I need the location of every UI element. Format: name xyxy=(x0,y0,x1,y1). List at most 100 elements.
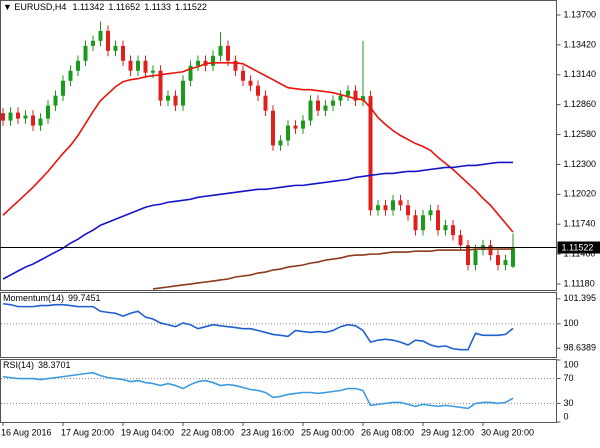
candle-body xyxy=(324,106,328,111)
candle-body xyxy=(99,31,103,41)
candle-body xyxy=(294,126,298,129)
candle-body xyxy=(39,119,43,126)
candle-body xyxy=(31,116,35,126)
indicator-title: RSI(14) xyxy=(3,360,34,370)
x-tick-label: 16 Aug 2016 xyxy=(1,427,52,437)
candle-body xyxy=(421,215,425,230)
y-tick-label: 1.12860 xyxy=(564,99,597,109)
candle-body xyxy=(226,46,230,61)
y-tick-label: 1.12580 xyxy=(564,129,597,139)
candle-body xyxy=(174,96,178,106)
y-tick-label: 1.13700 xyxy=(564,9,597,19)
candle-body xyxy=(46,106,50,119)
candle-body xyxy=(196,61,200,66)
candle-body xyxy=(474,250,478,265)
candle-body xyxy=(144,61,148,73)
last-open: 1.11342 xyxy=(72,2,104,12)
candle-body xyxy=(279,141,283,146)
last-low: 1.1133 xyxy=(144,2,171,12)
candle-body xyxy=(151,71,155,73)
candle-body xyxy=(1,113,5,120)
y-tick-label: 101.395 xyxy=(564,293,597,303)
candle-body xyxy=(316,101,320,111)
current-price-label: 1.11522 xyxy=(562,242,594,252)
y-tick-label: 30 xyxy=(564,398,574,408)
candle-body xyxy=(399,200,403,205)
candle-body xyxy=(129,61,133,71)
candle-body xyxy=(496,255,500,265)
candle-body xyxy=(181,81,185,106)
candle-body xyxy=(91,41,95,46)
candle-body xyxy=(331,101,335,106)
candle-body xyxy=(286,126,290,141)
candle-body xyxy=(211,56,215,66)
indicator-title: Momentum(14) xyxy=(3,293,64,303)
candle-body xyxy=(166,96,170,101)
x-tick-label: 19 Aug 04:00 xyxy=(121,427,174,437)
candle-body xyxy=(256,86,260,96)
x-tick-label: 26 Aug 08:00 xyxy=(361,427,414,437)
candle-body xyxy=(271,111,275,146)
y-tick-label: 98.6389 xyxy=(564,343,597,353)
candle-body xyxy=(369,96,373,210)
x-tick-label: 25 Aug 00:00 xyxy=(301,427,354,437)
candle-body xyxy=(84,46,88,61)
candle-body xyxy=(76,61,80,71)
candle-body xyxy=(391,200,395,210)
momentum-label: Momentum(14) 99.7451 xyxy=(3,293,101,303)
candle-body xyxy=(54,96,58,106)
candle-body xyxy=(466,245,470,265)
candle-body xyxy=(241,71,245,81)
y-tick-label: 0 xyxy=(564,411,569,421)
candle-body xyxy=(9,113,13,121)
candle-body xyxy=(414,215,418,230)
y-tick-label: 1.13140 xyxy=(564,69,597,79)
y-tick-label: 1.11180 xyxy=(564,278,595,288)
candle-body xyxy=(61,81,65,96)
candle-body xyxy=(511,248,515,267)
candle-body xyxy=(376,205,380,210)
last-close: 1.11522 xyxy=(175,2,207,12)
candle-body xyxy=(16,113,20,119)
candle-body xyxy=(264,96,268,111)
candle-body xyxy=(384,205,388,210)
candle-body xyxy=(489,245,493,255)
x-tick-label: 22 Aug 08:00 xyxy=(181,427,234,437)
y-tick-label: 1.12300 xyxy=(564,159,597,169)
candle-body xyxy=(106,31,110,51)
candle-body xyxy=(249,81,253,86)
candle-body xyxy=(451,225,455,235)
y-tick-label: 1.13420 xyxy=(564,39,597,49)
x-tick-label: 29 Aug 12:00 xyxy=(421,427,474,437)
indicator-value: 99.7451 xyxy=(68,293,101,303)
candle-body xyxy=(339,96,343,101)
candle-body xyxy=(504,260,508,265)
candle-body xyxy=(436,210,440,230)
candle-body xyxy=(444,225,448,230)
y-tick-label: 1.11740 xyxy=(564,219,596,229)
candle-body xyxy=(309,101,313,121)
candle-body xyxy=(301,121,305,129)
candle-body xyxy=(121,46,125,61)
y-tick-label: 100 xyxy=(564,359,579,369)
candle-body xyxy=(459,235,463,245)
candle-body xyxy=(346,91,350,96)
candle-body xyxy=(136,61,140,71)
candle-body xyxy=(219,46,223,56)
x-tick-label: 30 Aug 20:00 xyxy=(481,427,534,437)
x-tick-label: 17 Aug 20:00 xyxy=(61,427,114,437)
candle-body xyxy=(429,210,433,215)
candle-body xyxy=(69,71,73,81)
menu-arrow: ▼ xyxy=(3,2,14,12)
y-tick-label: 70 xyxy=(564,373,574,383)
indicator-value: 38.3701 xyxy=(38,360,71,370)
candle-body xyxy=(24,116,28,119)
y-tick-label: 1.12020 xyxy=(564,189,597,199)
symbol-title: EURUSD,H4 xyxy=(14,2,66,12)
x-tick-label: 23 Aug 16:00 xyxy=(241,427,294,437)
candle-body xyxy=(406,205,410,215)
last-high: 1.11652 xyxy=(108,2,140,12)
